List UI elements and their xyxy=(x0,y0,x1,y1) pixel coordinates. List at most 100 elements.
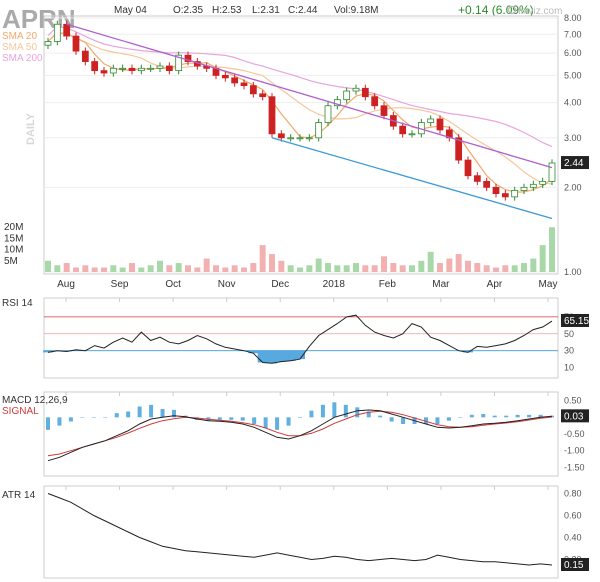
volume-bar xyxy=(147,265,154,272)
candle-body xyxy=(343,90,351,101)
legend-sma200: SMA 200 xyxy=(2,53,43,64)
macd-tick-label: -0.50 xyxy=(564,429,585,439)
candle-body xyxy=(380,105,388,116)
candle-body xyxy=(287,137,295,140)
macd-tick-label: -1.50 xyxy=(564,462,585,472)
macd-histogram-bar xyxy=(57,417,62,426)
volume-bar xyxy=(399,265,406,272)
volume-bar xyxy=(437,263,443,272)
candle-body xyxy=(473,175,481,182)
volume-bar xyxy=(427,251,434,272)
price-tick-label: 4.00 xyxy=(564,98,582,108)
x-tick-label: 2018 xyxy=(323,279,346,290)
volume-tick-label: 10M xyxy=(4,245,23,256)
sma20-line xyxy=(47,31,553,193)
candle-body xyxy=(44,41,52,46)
volume-bar xyxy=(381,256,387,272)
x-tick-label: Oct xyxy=(165,279,181,290)
candle-body xyxy=(221,75,229,79)
candle-body xyxy=(529,183,537,188)
finviz-logo-icon xyxy=(507,5,517,15)
volume-bar xyxy=(343,265,350,272)
candle-body xyxy=(511,190,519,198)
volume-bar xyxy=(418,260,425,272)
volume-bar xyxy=(539,245,546,272)
macd-histogram-bar xyxy=(401,417,406,424)
candle-body xyxy=(361,87,369,98)
finviz-logo-text: finviz.com xyxy=(518,6,562,17)
macd-histogram-bar xyxy=(126,411,131,418)
volume-bar xyxy=(315,258,322,272)
macd-histogram-bar xyxy=(424,417,428,424)
candle-body xyxy=(81,50,89,62)
volume-bar xyxy=(325,263,331,272)
rsi-tick-label: 30 xyxy=(564,346,574,356)
macd-histogram-bar xyxy=(217,417,222,420)
macd-histogram-bar xyxy=(538,414,543,418)
x-tick-label: Nov xyxy=(218,279,236,290)
macd-histogram-bar xyxy=(149,404,154,418)
macd-value-badge-bg xyxy=(561,409,589,423)
volume-bar xyxy=(278,260,285,272)
volume-bar xyxy=(185,265,191,272)
rsi-value-badge: 65.15 xyxy=(564,316,589,327)
candle-body xyxy=(137,67,145,72)
volume-bar xyxy=(455,254,462,272)
signal-label: SIGNAL xyxy=(2,406,39,417)
price-tick-label: 8.00 xyxy=(564,13,582,23)
candle-body xyxy=(231,77,239,84)
volume-bar xyxy=(119,267,126,272)
candle-body xyxy=(436,118,444,131)
macd-histogram-bar xyxy=(458,417,463,418)
candle-body xyxy=(72,35,80,52)
quote-low: L:2.31 xyxy=(252,5,280,16)
price-tick-label: 1.00 xyxy=(564,267,582,277)
quote-volume: Vol:9.18M xyxy=(334,5,378,16)
atr-line xyxy=(47,493,553,566)
x-tick-label: May xyxy=(539,279,558,290)
volume-bar xyxy=(409,265,415,272)
last-price-badge-bg xyxy=(561,156,589,170)
volume-bar xyxy=(511,265,518,272)
volume-bar xyxy=(241,267,247,272)
signal-line xyxy=(47,410,553,457)
macd-histogram-bar xyxy=(378,415,383,418)
volume-bar xyxy=(91,267,98,272)
finviz-logo[interactable]: finviz.com xyxy=(507,5,563,17)
macd-histogram-bar xyxy=(366,411,371,418)
candle-body xyxy=(315,122,323,139)
volume-bar xyxy=(334,265,341,272)
macd-histogram-bar xyxy=(103,417,108,418)
candle-body xyxy=(539,180,547,185)
macd-histogram-bar xyxy=(114,413,119,418)
volume-bar xyxy=(73,267,79,272)
atr-panel[interactable] xyxy=(43,485,559,579)
candle-body xyxy=(277,133,285,139)
macd-histogram-bar xyxy=(332,402,337,418)
macd-histogram-bar xyxy=(137,406,142,418)
candle-body xyxy=(109,67,117,74)
macd-panel[interactable] xyxy=(43,391,559,477)
volume-bar xyxy=(474,263,481,272)
macd-tick-label: -1.00 xyxy=(564,446,585,456)
volume-bar xyxy=(54,265,61,272)
sma50-line xyxy=(47,31,553,185)
quote-high: H:2.53 xyxy=(212,5,242,16)
rsi-oversold-fill xyxy=(43,350,473,364)
macd-histogram-bar xyxy=(355,407,360,418)
macd-histogram-bar xyxy=(172,409,176,418)
macd-histogram-bar xyxy=(504,415,509,418)
x-tick-label: Mar xyxy=(432,279,450,290)
candle-body xyxy=(464,159,472,177)
trend-line-lower xyxy=(271,137,553,220)
volume-bar xyxy=(213,265,219,272)
volume-bar xyxy=(110,265,117,272)
timeframe-label: DAILY xyxy=(25,112,37,145)
volume-bar xyxy=(203,258,210,272)
rsi-panel[interactable] xyxy=(43,297,559,379)
candle-body xyxy=(184,54,192,62)
volume-bar xyxy=(362,265,369,272)
price-panel[interactable] xyxy=(43,15,559,275)
macd-value-badge: 0.03 xyxy=(564,411,584,422)
